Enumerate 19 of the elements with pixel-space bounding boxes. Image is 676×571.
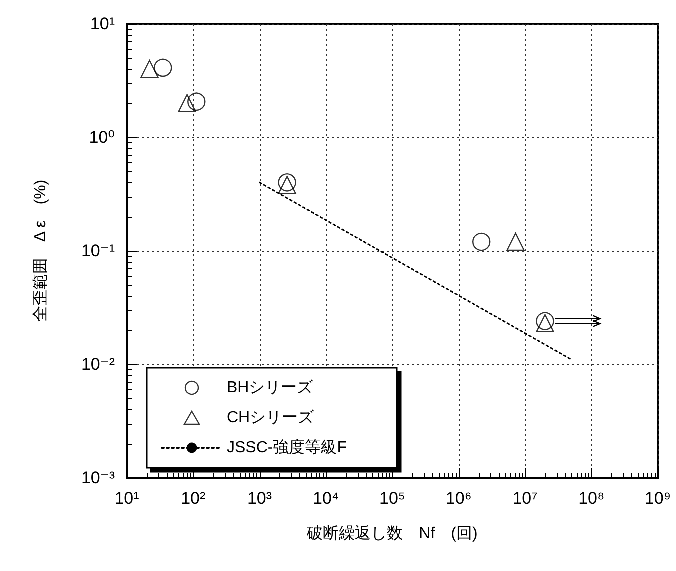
y-tick-label: 10⁰ bbox=[89, 128, 116, 147]
legend-label: BHシリーズ bbox=[227, 380, 314, 396]
x-tick-label: 10⁸ bbox=[578, 489, 605, 508]
x-axis-title: 破断繰返し数 Nf (回) bbox=[306, 524, 478, 542]
x-tick-label: 10⁹ bbox=[644, 489, 672, 508]
y-tick-label: 10⁻¹ bbox=[81, 242, 116, 260]
x-tick-label: 10⁵ bbox=[380, 489, 406, 508]
legend-label: CHシリーズ bbox=[227, 410, 316, 426]
x-tick-label: 10² bbox=[181, 489, 206, 508]
y-tick-label: 10⁻² bbox=[81, 355, 116, 374]
x-tick-label: 10⁴ bbox=[313, 489, 340, 508]
x-tick-label: 10³ bbox=[247, 489, 272, 508]
y-axis-title: 全歪範囲 Δ ε (%) bbox=[32, 180, 50, 322]
x-tick-label: 10¹ bbox=[114, 489, 140, 508]
x-tick-label: 10⁷ bbox=[512, 489, 538, 508]
y-tick-label: 10⁻³ bbox=[81, 468, 116, 488]
x-tick-label: 10⁶ bbox=[446, 489, 472, 508]
y-tick-label: 10¹ bbox=[90, 14, 116, 34]
legend-label: JSSC-強度等級F bbox=[227, 438, 348, 456]
